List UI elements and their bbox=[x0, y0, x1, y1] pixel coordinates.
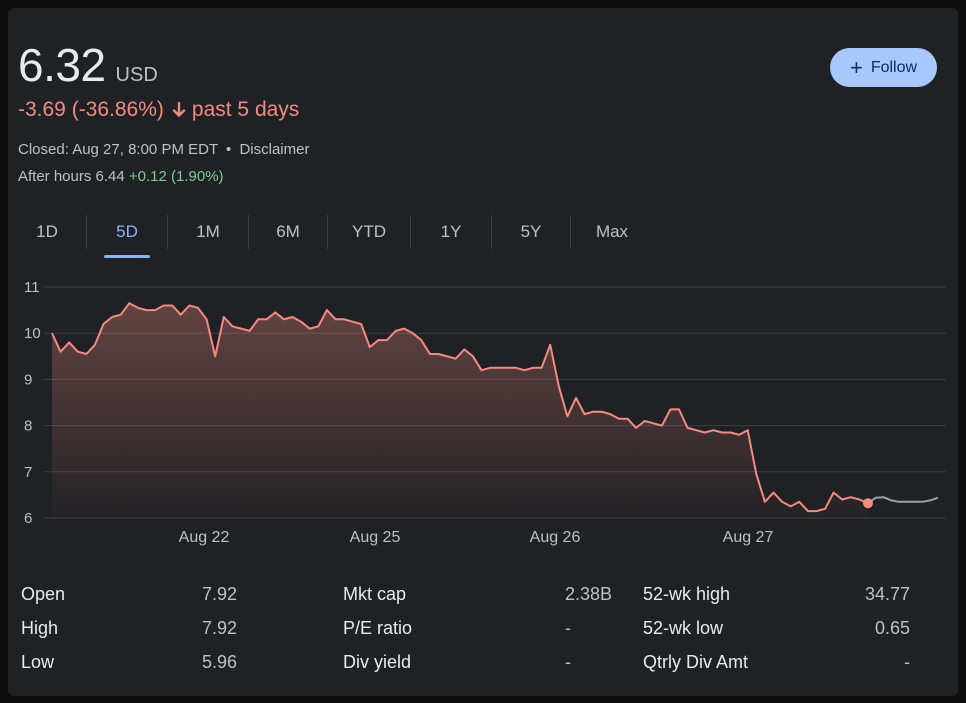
x-tick-label: Aug 25 bbox=[350, 529, 401, 546]
stat-value-div-yield: - bbox=[565, 651, 571, 672]
stat-label-open: Open bbox=[21, 583, 66, 604]
follow-button[interactable]: + Follow bbox=[830, 48, 937, 87]
tab-ytd[interactable]: YTD bbox=[328, 215, 410, 249]
stat-value-mkt-cap: 2.38B bbox=[565, 583, 613, 604]
follow-label: Follow bbox=[870, 58, 918, 76]
stats-row: Low 5.96 Div yield - Qtrly Div Amt - bbox=[21, 645, 941, 679]
after-hours-info: After hours 6.44 +0.12 (1.90%) bbox=[18, 168, 224, 185]
stat-label-52wk-low: 52-wk low bbox=[643, 617, 724, 638]
current-price: 6.32 bbox=[18, 39, 106, 91]
tab-divider bbox=[327, 215, 328, 249]
currency-label: USD bbox=[115, 64, 158, 86]
tab-label: 5Y bbox=[520, 222, 542, 241]
stat-value-low: 5.96 bbox=[201, 651, 237, 672]
change-period: past 5 days bbox=[191, 98, 300, 121]
tab-label: 1D bbox=[36, 222, 58, 241]
stat-label-qtrly-div: Qtrly Div Amt bbox=[643, 651, 749, 672]
price-change: -3.69 (-36.86%) past 5 days bbox=[18, 98, 299, 122]
stat-label-pe-ratio: P/E ratio bbox=[343, 617, 413, 638]
after-hours-price: After hours 6.44 bbox=[18, 168, 125, 185]
tab-max[interactable]: Max bbox=[571, 215, 653, 249]
x-tick-label: Aug 22 bbox=[179, 529, 230, 546]
stat-label-div-yield: Div yield bbox=[343, 651, 412, 672]
tab-divider bbox=[491, 215, 492, 249]
price-area-fill bbox=[52, 303, 868, 518]
tab-label: 6M bbox=[276, 222, 300, 241]
tab-label: 5D bbox=[116, 222, 138, 241]
after-hours-line bbox=[867, 496, 939, 505]
price-line bbox=[51, 302, 869, 513]
closed-info: Closed: Aug 27, 8:00 PM EDT • Disclaimer bbox=[18, 141, 309, 158]
after-hours-change: +0.12 (1.90%) bbox=[128, 168, 224, 185]
stat-label-low: Low bbox=[21, 651, 55, 672]
y-tick-label: 9 bbox=[24, 371, 32, 388]
y-tick-label: 8 bbox=[24, 418, 32, 435]
x-tick-label: Aug 27 bbox=[723, 529, 774, 546]
plus-icon: + bbox=[849, 54, 863, 80]
range-tabs: 1D 5D 1M 6M YTD 1Y 5Y Max bbox=[8, 208, 653, 256]
y-tick-label: 10 bbox=[24, 325, 41, 342]
tab-divider bbox=[167, 215, 168, 249]
current-price-marker bbox=[863, 498, 873, 509]
tab-5d[interactable]: 5D bbox=[87, 215, 167, 249]
stat-value-high: 7.92 bbox=[201, 617, 237, 638]
stats-table: Open 7.92 Mkt cap 2.38B 52-wk high 34.77… bbox=[21, 577, 941, 679]
tab-label: 1M bbox=[196, 222, 220, 241]
tab-label: Max bbox=[595, 222, 629, 241]
stat-value-qtrly-div: - bbox=[904, 651, 910, 672]
stats-row: Open 7.92 Mkt cap 2.38B 52-wk high 34.77 bbox=[21, 577, 941, 611]
change-value: -3.69 (-36.86%) bbox=[18, 98, 164, 121]
tab-divider bbox=[248, 215, 249, 249]
stat-value-52wk-low: 0.65 bbox=[874, 617, 910, 638]
stat-label-high: High bbox=[21, 617, 59, 638]
y-tick-label: 7 bbox=[24, 464, 32, 481]
separator-dot: • bbox=[226, 141, 232, 158]
tab-label: 1Y bbox=[440, 222, 462, 241]
stat-value-pe-ratio: - bbox=[565, 617, 571, 638]
stat-value-open: 7.92 bbox=[201, 583, 237, 604]
stat-label-mkt-cap: Mkt cap bbox=[343, 583, 407, 604]
tab-divider bbox=[410, 215, 411, 249]
tab-1y[interactable]: 1Y bbox=[411, 215, 491, 249]
y-tick-label: 6 bbox=[24, 510, 32, 527]
disclaimer-link[interactable]: Disclaimer bbox=[239, 141, 310, 158]
tab-1m[interactable]: 1M bbox=[168, 215, 248, 249]
tab-5y[interactable]: 5Y bbox=[492, 215, 570, 249]
tab-6m[interactable]: 6M bbox=[249, 215, 327, 249]
x-tick-label: Aug 26 bbox=[530, 529, 581, 546]
tab-1d[interactable]: 1D bbox=[8, 215, 86, 249]
arrow-down-icon bbox=[172, 102, 186, 118]
tab-label: YTD bbox=[352, 222, 386, 241]
closed-time: Closed: Aug 27, 8:00 PM EDT bbox=[18, 141, 218, 158]
stat-value-52wk-high: 34.77 bbox=[864, 583, 910, 604]
stat-label-52wk-high: 52-wk high bbox=[643, 583, 731, 604]
price-row: 6.32 USD bbox=[18, 38, 158, 92]
tab-divider bbox=[570, 215, 571, 249]
stats-row: High 7.92 P/E ratio - 52-wk low 0.65 bbox=[21, 611, 941, 645]
price-chart[interactable]: 11 10 9 8 7 6 Aug 22 Aug 25 Aug 26 Aug 27 bbox=[0, 270, 966, 560]
y-tick-label: 11 bbox=[24, 279, 40, 296]
